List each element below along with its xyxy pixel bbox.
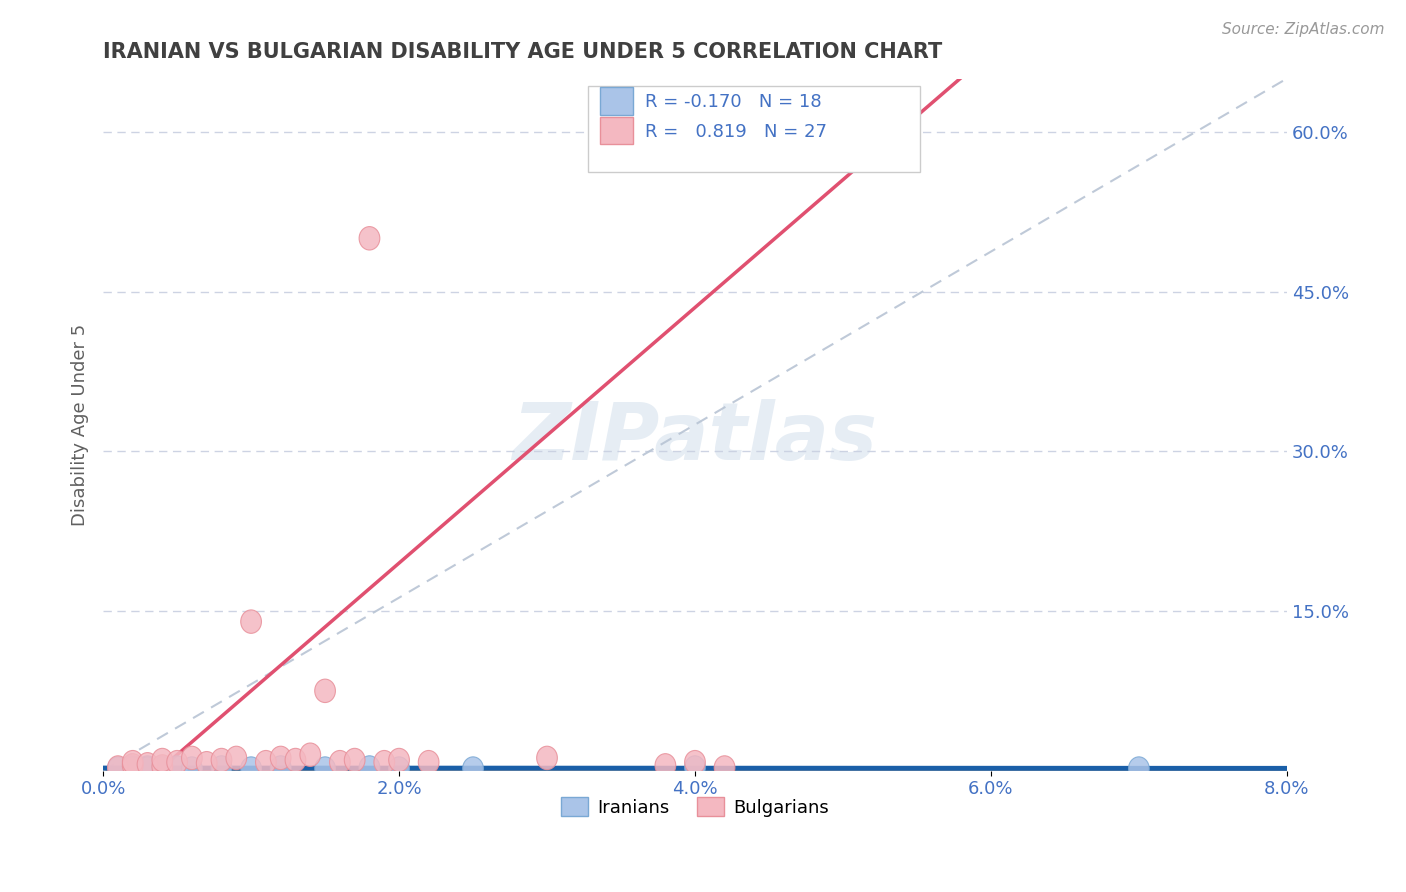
Ellipse shape: [211, 748, 232, 772]
Ellipse shape: [685, 756, 706, 780]
Ellipse shape: [270, 756, 291, 780]
Ellipse shape: [240, 756, 262, 780]
Ellipse shape: [152, 755, 173, 778]
Ellipse shape: [152, 756, 173, 780]
Ellipse shape: [108, 756, 128, 780]
Ellipse shape: [226, 747, 246, 770]
FancyBboxPatch shape: [589, 86, 920, 172]
Ellipse shape: [181, 756, 202, 780]
Ellipse shape: [167, 756, 187, 780]
FancyBboxPatch shape: [600, 87, 634, 114]
Ellipse shape: [181, 747, 202, 770]
Ellipse shape: [167, 750, 187, 774]
Ellipse shape: [315, 756, 336, 780]
Ellipse shape: [240, 610, 262, 633]
Ellipse shape: [685, 750, 706, 774]
Ellipse shape: [299, 743, 321, 766]
Ellipse shape: [419, 750, 439, 774]
Ellipse shape: [138, 756, 157, 780]
Ellipse shape: [388, 748, 409, 772]
FancyBboxPatch shape: [600, 117, 634, 145]
Ellipse shape: [152, 756, 173, 780]
Ellipse shape: [152, 748, 173, 772]
Ellipse shape: [714, 756, 735, 780]
Ellipse shape: [122, 756, 143, 780]
Ellipse shape: [463, 756, 484, 780]
Ellipse shape: [211, 756, 232, 780]
Ellipse shape: [344, 748, 366, 772]
Text: R =   0.819   N = 27: R = 0.819 N = 27: [645, 123, 827, 141]
Ellipse shape: [108, 756, 128, 780]
Text: R = -0.170   N = 18: R = -0.170 N = 18: [645, 93, 823, 112]
Text: IRANIAN VS BULGARIAN DISABILITY AGE UNDER 5 CORRELATION CHART: IRANIAN VS BULGARIAN DISABILITY AGE UNDE…: [103, 42, 942, 62]
Ellipse shape: [256, 750, 276, 774]
Ellipse shape: [138, 753, 157, 776]
Ellipse shape: [285, 748, 307, 772]
Ellipse shape: [359, 756, 380, 780]
Ellipse shape: [138, 756, 157, 780]
Ellipse shape: [197, 752, 217, 775]
Ellipse shape: [122, 756, 143, 780]
Ellipse shape: [388, 756, 409, 780]
Y-axis label: Disability Age Under 5: Disability Age Under 5: [72, 324, 89, 525]
Ellipse shape: [270, 747, 291, 770]
Ellipse shape: [329, 750, 350, 774]
Ellipse shape: [315, 679, 336, 703]
Ellipse shape: [655, 754, 676, 777]
Ellipse shape: [537, 747, 557, 770]
Legend: Iranians, Bulgarians: Iranians, Bulgarians: [554, 790, 835, 824]
Ellipse shape: [359, 227, 380, 250]
Ellipse shape: [122, 750, 143, 774]
Ellipse shape: [374, 750, 395, 774]
Ellipse shape: [122, 754, 143, 777]
Ellipse shape: [1129, 756, 1149, 780]
Text: ZIPatlas: ZIPatlas: [512, 400, 877, 477]
Text: Source: ZipAtlas.com: Source: ZipAtlas.com: [1222, 22, 1385, 37]
